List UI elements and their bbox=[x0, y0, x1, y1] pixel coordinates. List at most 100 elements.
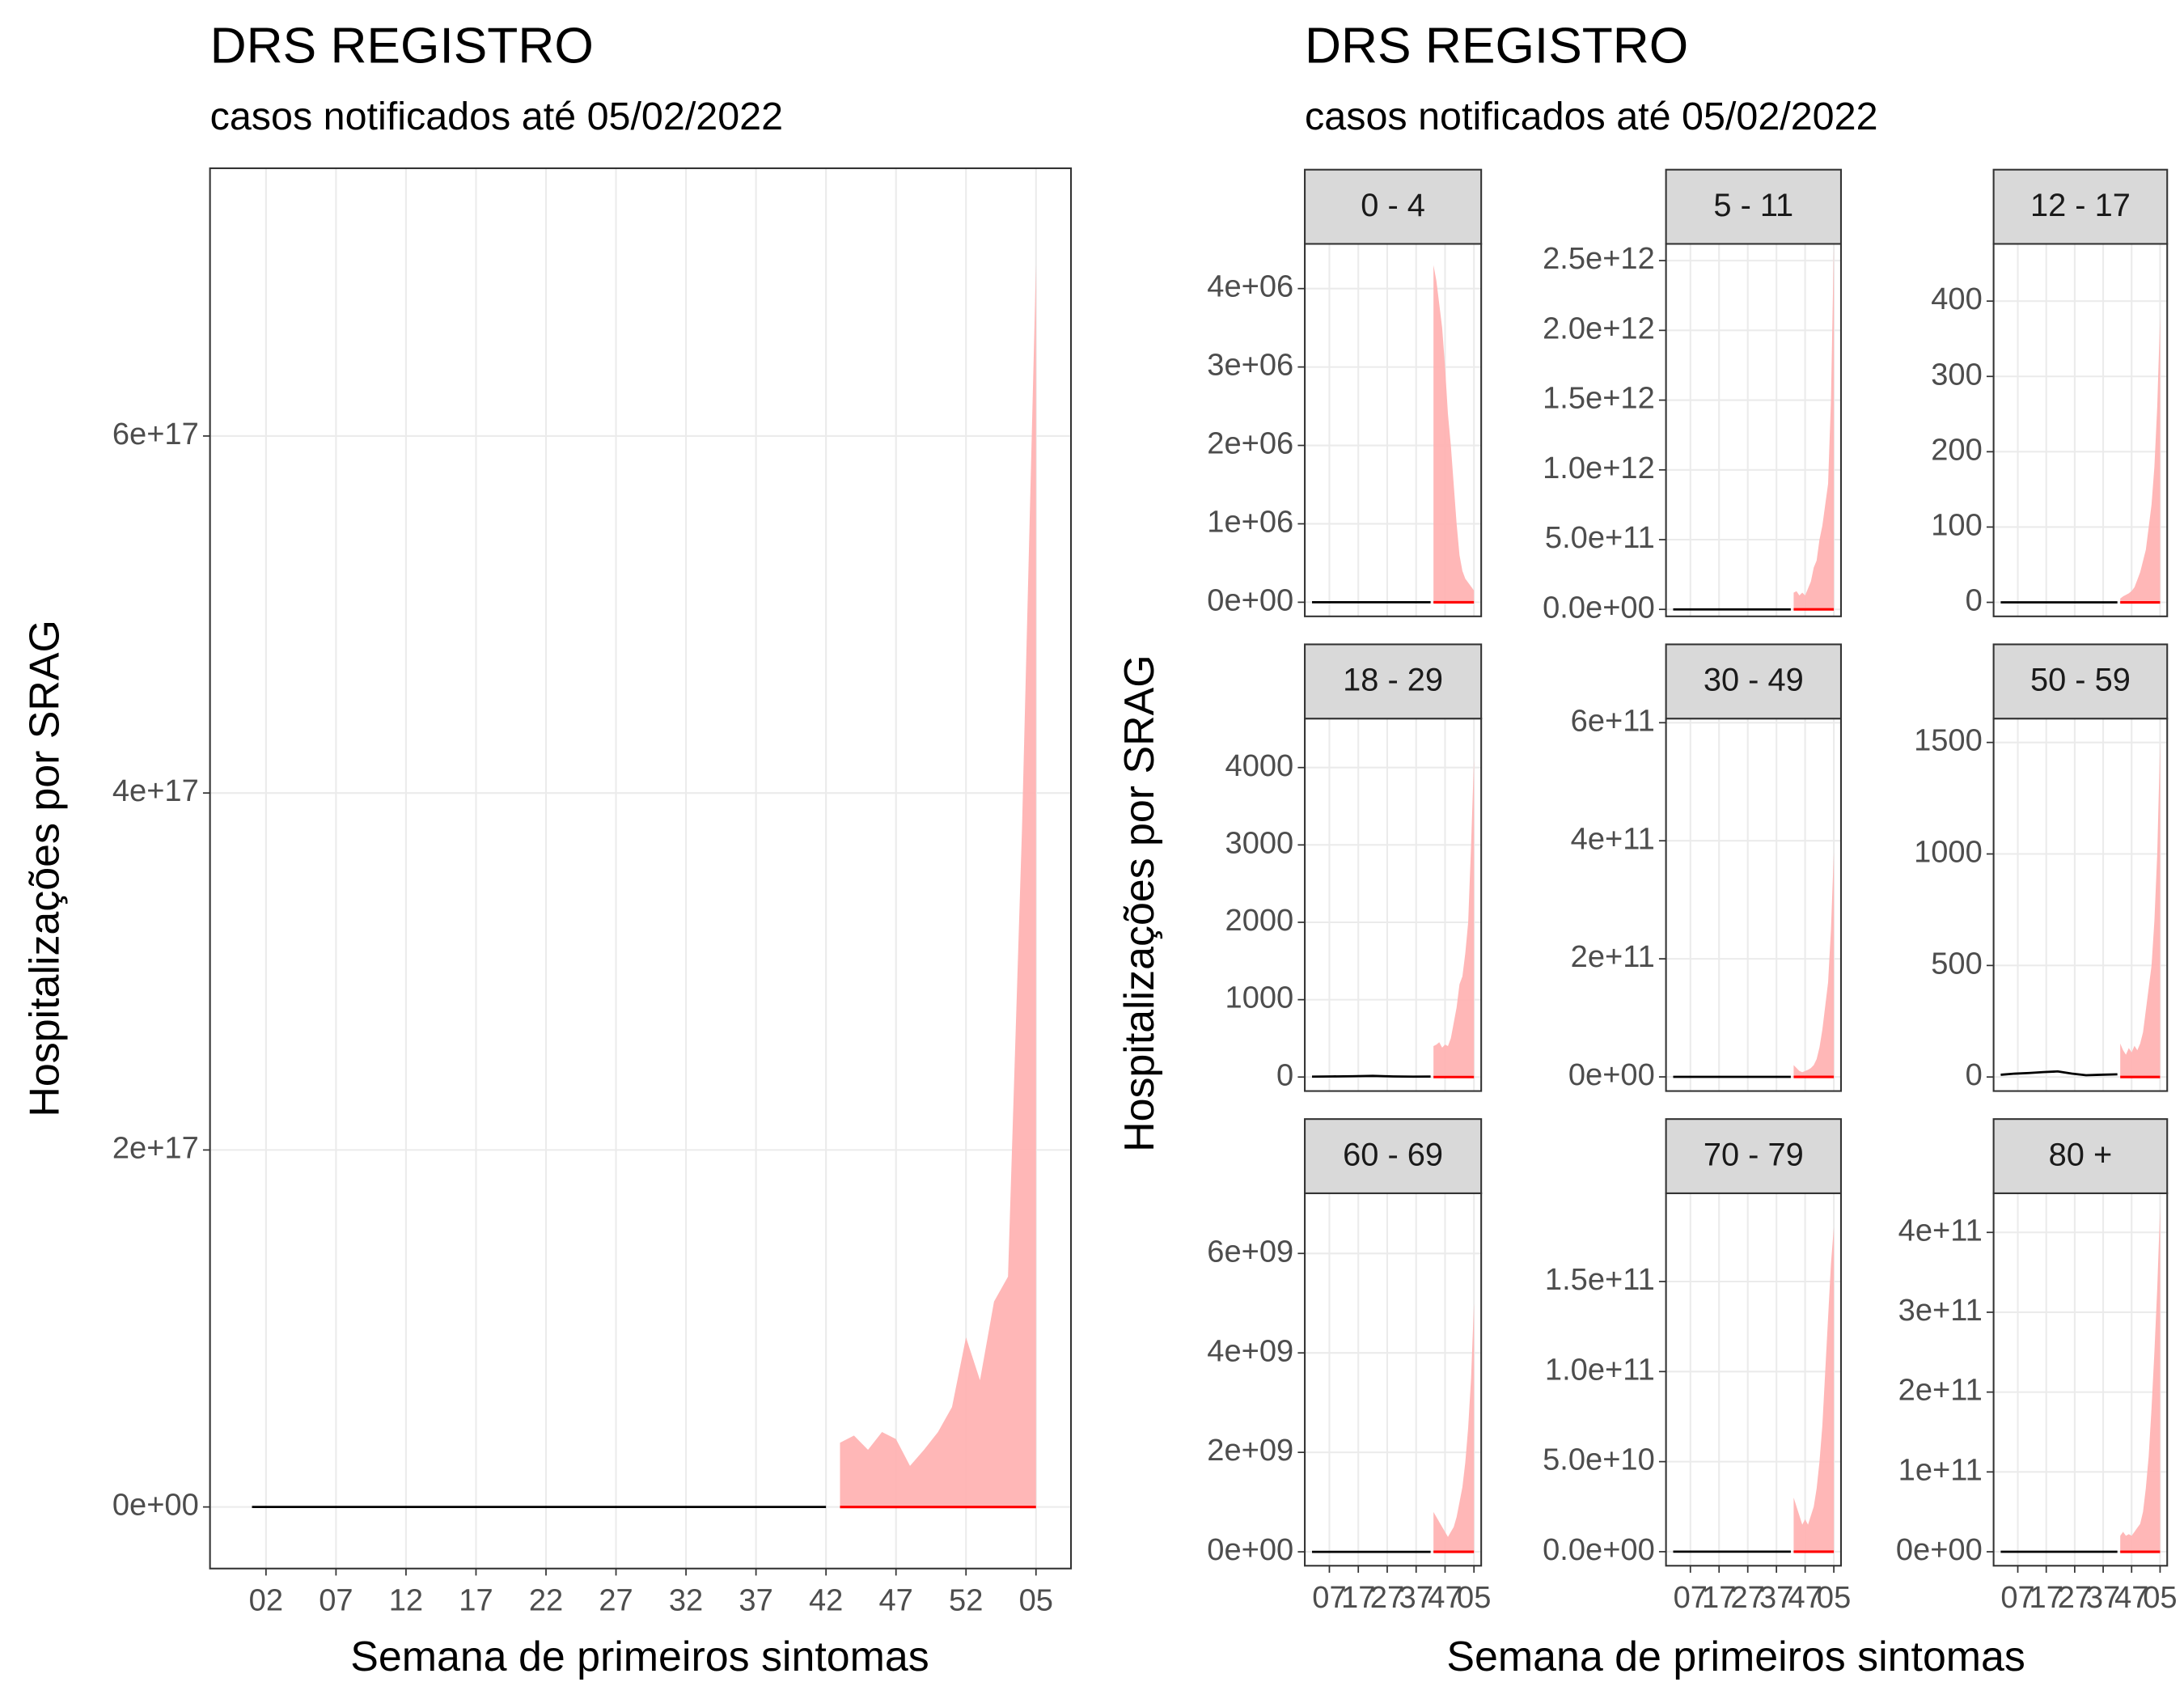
y-tick-label: 2e+17 bbox=[112, 1131, 199, 1165]
x-tick-label: 27 bbox=[2058, 1581, 2092, 1615]
y-tick-label: 0e+00 bbox=[1896, 1533, 1983, 1567]
ribbon bbox=[1793, 1227, 1835, 1552]
strip bbox=[1304, 168, 1483, 245]
x-tick-label: 52 bbox=[949, 1583, 983, 1617]
y-tick-label: 1e+06 bbox=[1207, 506, 1293, 540]
y-tick-label: 3000 bbox=[1225, 826, 1294, 860]
x-axis-label: Semana de primeiros sintomas bbox=[350, 1633, 929, 1680]
y-tick-label: 0.0e+00 bbox=[1543, 1533, 1655, 1567]
chart-subtitle: casos notificados até 05/02/2022 bbox=[210, 95, 783, 138]
panel-border bbox=[209, 167, 1073, 1570]
x-tick-label: 05 bbox=[2143, 1581, 2177, 1615]
panel-background bbox=[1993, 244, 2168, 616]
panel-background bbox=[1305, 1193, 1482, 1566]
ribbon bbox=[2120, 316, 2161, 603]
x-tick-label: 32 bbox=[669, 1583, 703, 1617]
y-tick-label: 1e+11 bbox=[1898, 1453, 1983, 1487]
ribbon bbox=[1793, 246, 1835, 610]
y-tick-label: 0e+00 bbox=[112, 1489, 199, 1523]
strip-label: 70 - 79 bbox=[1704, 1137, 1804, 1172]
x-tick-label: 12 bbox=[389, 1583, 423, 1617]
y-axis-label: Hospitalizações por SRAG bbox=[22, 620, 69, 1116]
ribbon bbox=[2120, 1208, 2161, 1553]
ribbon bbox=[2120, 742, 2161, 1078]
y-tick-label: 300 bbox=[1931, 358, 1983, 392]
y-tick-label: 0e+00 bbox=[1207, 583, 1293, 617]
y-tick-label: 2e+11 bbox=[1898, 1374, 1983, 1408]
strip-label: 12 - 17 bbox=[2030, 188, 2131, 223]
x-tick-label: 42 bbox=[809, 1583, 843, 1617]
y-tick-label: 5.0e+11 bbox=[1545, 521, 1655, 555]
strip-label: 60 - 69 bbox=[1343, 1137, 1443, 1172]
panel-background bbox=[1666, 718, 1841, 1091]
strip bbox=[1992, 1118, 2169, 1194]
ribbon bbox=[1433, 760, 1475, 1078]
x-tick-label: 05 bbox=[1019, 1583, 1053, 1617]
strip-label: 5 - 11 bbox=[1713, 188, 1793, 223]
x-tick-label: 47 bbox=[1428, 1581, 1462, 1615]
x-tick-label: 27 bbox=[1731, 1581, 1765, 1615]
x-tick-label: 17 bbox=[459, 1583, 493, 1617]
y-axis-label: Hospitalizações por SRAG bbox=[1116, 655, 1163, 1152]
strip bbox=[1665, 168, 1842, 245]
strip bbox=[1665, 1118, 1842, 1194]
y-tick-label: 2e+11 bbox=[1571, 940, 1655, 974]
chart-title: DRS REGISTRO bbox=[210, 18, 594, 74]
ribbon bbox=[1433, 265, 1475, 603]
panel-background bbox=[210, 167, 1072, 1569]
panel-background bbox=[1666, 1193, 1841, 1566]
y-tick-label: 6e+11 bbox=[1571, 704, 1655, 738]
y-tick-label: 5.0e+10 bbox=[1543, 1443, 1655, 1477]
x-axis-label: Semana de primeiros sintomas bbox=[1446, 1633, 2025, 1680]
x-tick-label: 02 bbox=[249, 1583, 283, 1617]
ribbon bbox=[840, 265, 1036, 1507]
strip bbox=[1992, 643, 2169, 720]
y-tick-label: 2000 bbox=[1225, 904, 1294, 938]
y-tick-label: 1.5e+11 bbox=[1545, 1263, 1655, 1297]
panel-background bbox=[1993, 718, 2168, 1091]
y-tick-label: 1500 bbox=[1914, 724, 1983, 758]
y-tick-label: 500 bbox=[1931, 947, 1983, 981]
y-tick-label: 1000 bbox=[1914, 836, 1983, 870]
x-tick-label: 17 bbox=[1702, 1581, 1736, 1615]
y-tick-label: 2.5e+12 bbox=[1543, 242, 1655, 276]
y-tick-label: 400 bbox=[1931, 282, 1983, 316]
y-tick-label: 4e+06 bbox=[1207, 270, 1293, 304]
y-tick-label: 4e+11 bbox=[1898, 1214, 1983, 1248]
x-tick-label: 07 bbox=[1312, 1581, 1346, 1615]
y-tick-label: 6e+09 bbox=[1207, 1235, 1293, 1269]
y-tick-label: 1.0e+12 bbox=[1543, 451, 1655, 485]
x-tick-label: 37 bbox=[739, 1583, 772, 1617]
observed-line bbox=[2000, 1070, 2118, 1077]
panel-background bbox=[1666, 244, 1841, 616]
x-tick-label: 47 bbox=[1788, 1581, 1822, 1615]
strip bbox=[1992, 168, 2169, 245]
y-tick-label: 0 bbox=[1276, 1058, 1293, 1092]
y-tick-label: 4e+09 bbox=[1207, 1334, 1293, 1368]
strip-label: 18 - 29 bbox=[1343, 663, 1443, 698]
y-tick-label: 100 bbox=[1931, 508, 1983, 542]
y-tick-label: 1000 bbox=[1225, 981, 1294, 1015]
x-tick-label: 37 bbox=[2086, 1581, 2120, 1615]
y-tick-label: 0e+00 bbox=[1568, 1058, 1655, 1092]
x-tick-label: 27 bbox=[599, 1583, 633, 1617]
panel-background bbox=[1305, 718, 1482, 1091]
strip bbox=[1665, 643, 1842, 720]
y-tick-label: 2e+09 bbox=[1207, 1434, 1293, 1468]
strip-label: 0 - 4 bbox=[1361, 188, 1425, 223]
x-tick-label: 37 bbox=[1759, 1581, 1793, 1615]
y-tick-label: 1.0e+11 bbox=[1545, 1353, 1655, 1387]
x-tick-label: 07 bbox=[319, 1583, 353, 1617]
strip-label: 30 - 49 bbox=[1704, 663, 1804, 698]
x-tick-label: 07 bbox=[2000, 1581, 2034, 1615]
observed-line bbox=[1311, 1074, 1431, 1078]
y-tick-label: 200 bbox=[1931, 433, 1983, 467]
y-tick-label: 3e+06 bbox=[1207, 349, 1293, 383]
x-tick-label: 17 bbox=[2030, 1581, 2063, 1615]
y-tick-label: 0 bbox=[1966, 1058, 1983, 1092]
x-tick-label: 22 bbox=[529, 1583, 563, 1617]
y-tick-label: 6e+17 bbox=[112, 417, 199, 451]
ribbon bbox=[1433, 1303, 1475, 1553]
